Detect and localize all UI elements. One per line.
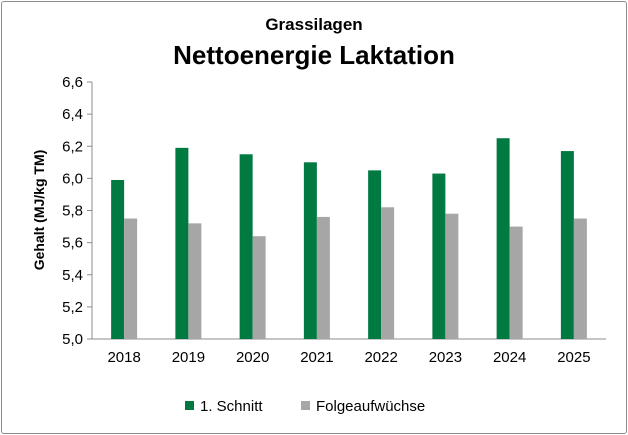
x-tick-label: 2024 [493, 349, 526, 366]
bar-1-schnitt-2019 [175, 147, 189, 339]
x-tick-label: 2020 [236, 349, 269, 366]
bar-folgeaufwuechse-2024 [509, 226, 523, 339]
x-tick-label: 2022 [364, 349, 397, 366]
bar-1-schnitt-2021 [303, 162, 317, 339]
y-tick-label: 5,0 [62, 331, 83, 348]
y-tick-label: 5,6 [62, 235, 83, 252]
chart-title: Nettoenergie Laktation [173, 40, 455, 70]
x-tick-label: 2025 [557, 349, 590, 366]
legend-label-1: Folgeaufwüchse [316, 398, 425, 415]
x-tick-label: 2021 [300, 349, 333, 366]
bar-folgeaufwuechse-2023 [445, 213, 459, 339]
x-tick-label: 2018 [107, 349, 140, 366]
bar-1-schnitt-2023 [432, 173, 446, 339]
y-tick-label: 5,8 [62, 203, 83, 220]
bar-1-schnitt-2024 [496, 138, 510, 339]
chart-subtitle: Grassilagen [265, 15, 363, 34]
legend-swatch-0 [185, 401, 194, 410]
bar-1-schnitt-2025 [560, 151, 574, 339]
bar-folgeaufwuechse-2018 [124, 218, 138, 339]
bar-folgeaufwuechse-2025 [573, 218, 587, 339]
legend-label-0: 1. Schnitt [200, 398, 263, 415]
x-tick-label: 2023 [429, 349, 462, 366]
bar-folgeaufwuechse-2022 [381, 207, 395, 339]
y-tick-label: 6,4 [62, 106, 83, 123]
bar-1-schnitt-2022 [368, 170, 382, 339]
legend-swatch-1 [301, 401, 310, 410]
y-tick-label: 6,6 [62, 74, 83, 91]
y-tick-label: 6,0 [62, 170, 83, 187]
y-tick-label: 6,2 [62, 138, 83, 155]
x-tick-label: 2019 [172, 349, 205, 366]
bar-1-schnitt-2018 [111, 179, 125, 339]
y-tick-label: 5,4 [62, 267, 83, 284]
y-axis-label: Gehalt (MJ/kg TM) [31, 150, 47, 271]
bar-folgeaufwuechse-2021 [316, 216, 330, 339]
y-tick-label: 5,2 [62, 299, 83, 316]
bar-folgeaufwuechse-2020 [252, 236, 266, 339]
bar-1-schnitt-2020 [239, 154, 253, 339]
bar-folgeaufwuechse-2019 [188, 223, 202, 339]
